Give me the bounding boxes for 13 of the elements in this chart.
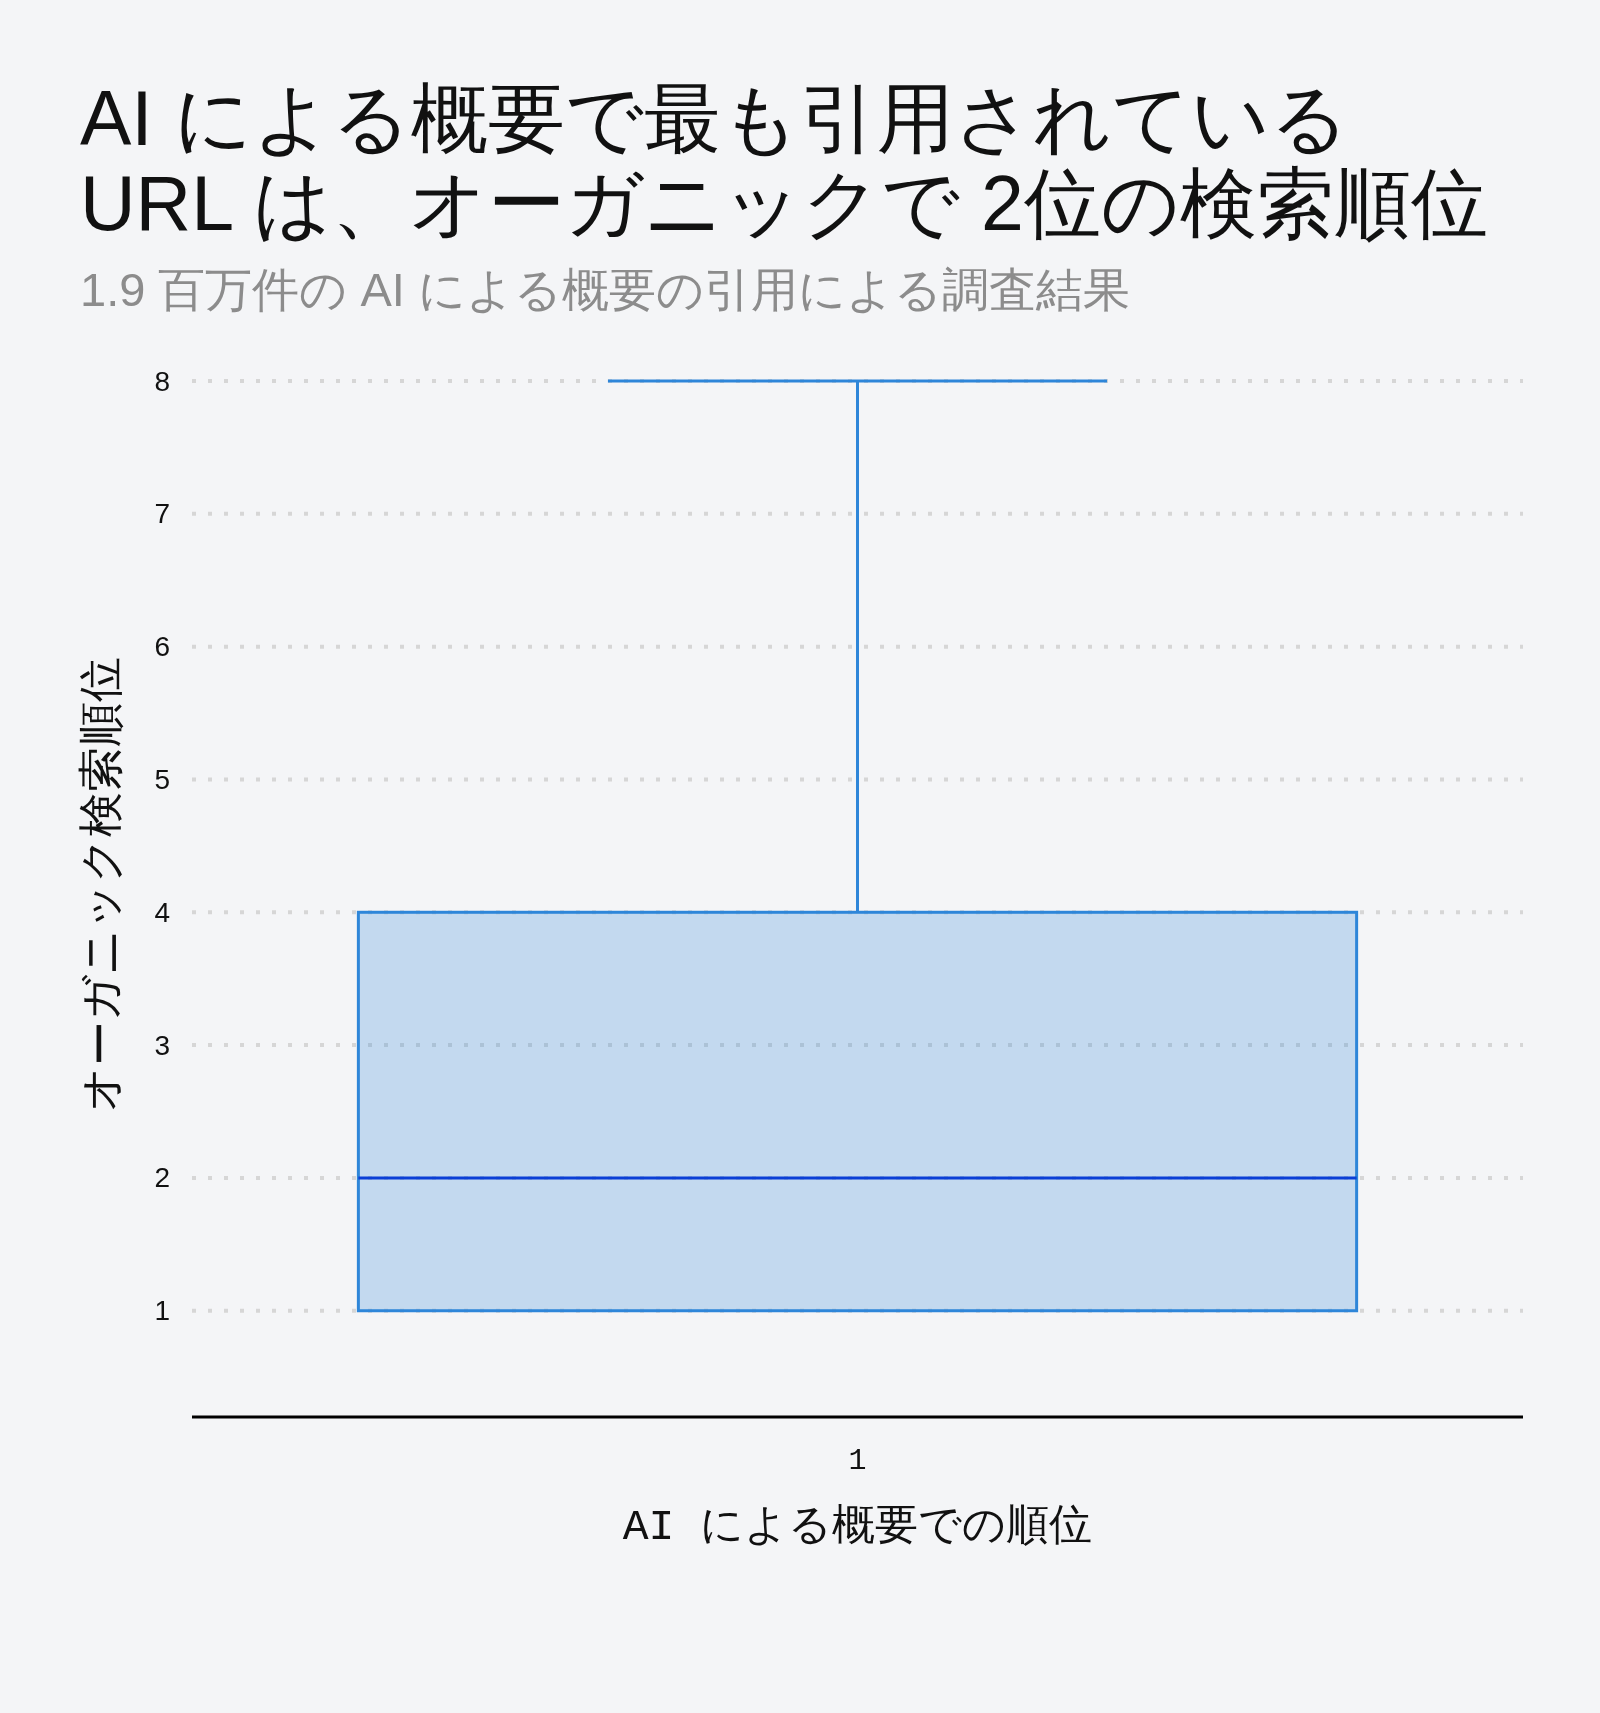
chart-title: URL は、オーガニックで 2位の検索順位 (80, 160, 1488, 246)
y-tick-label: 5 (154, 763, 170, 795)
y-tick-label: 3 (154, 1029, 170, 1061)
y-tick-label: 1 (154, 1295, 170, 1327)
y-tick-label: 4 (154, 896, 170, 928)
y-tick-label: 2 (154, 1162, 170, 1194)
chart-subtitle: 1.9 百万件の AI による概要の引用による調査結果 (80, 263, 1130, 316)
y-tick-label: 6 (154, 631, 170, 663)
x-axis-title: AI による概要での順位 (622, 1502, 1093, 1552)
y-tick-label: 8 (154, 365, 170, 397)
y-axis-title: オーガニック検索順位 (74, 656, 126, 1112)
chart-title: AI による概要で最も引用されている (80, 75, 1350, 161)
y-tick-label: 7 (154, 498, 170, 530)
